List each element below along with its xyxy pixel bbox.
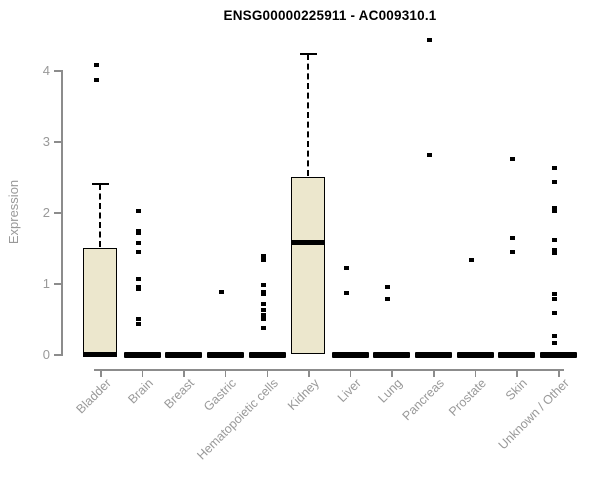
outlier-point-brain [135,249,141,254]
outlier-point-brain [135,286,141,291]
outlier-point-skin [510,157,516,162]
x-axis-tick [516,369,518,377]
x-axis-tick [558,369,560,377]
whisker-cap-kidney [300,53,318,56]
outlier-point-brain [135,231,141,236]
y-axis-tick [54,283,61,285]
outlier-point-skin [510,236,516,241]
y-axis-tick [54,141,61,143]
outlier-point-unknown-other [552,292,558,297]
outlier-point-skin [510,250,516,255]
y-axis-tick [54,354,61,356]
box-bladder [83,247,117,354]
zero-bar-lung [373,351,411,358]
y-tick-label: 2 [42,205,50,220]
outlier-point-hematopoietic-cells [260,307,266,312]
x-axis-tick [474,369,477,377]
outlier-point-brain [135,317,141,322]
zero-bar-pancreas [415,351,453,358]
outlier-point-brain [135,229,141,234]
zero-bar-unknown-other [540,351,578,358]
outlier-point-hematopoietic-cells [260,257,266,262]
y-tick-label: 0 [42,347,50,362]
outlier-point-unknown-other [552,333,558,338]
median-bladder [83,351,117,357]
x-axis-tick [224,369,227,377]
outlier-point-unknown-other [552,251,558,256]
outlier-point-liver [343,290,349,295]
outlier-point-lung [385,297,391,302]
zero-bar-hematopoietic-cells [248,351,286,358]
outlier-point-bladder [94,77,99,82]
x-axis-tick [349,369,352,377]
x-axis-tick [308,369,310,377]
outlier-point-hematopoietic-cells [260,283,266,288]
outlier-point-hematopoietic-cells [260,291,266,296]
outlier-point-unknown-other [552,238,558,243]
outlier-point-prostate [468,258,474,263]
x-axis-line [94,369,565,371]
outlier-point-pancreas [427,38,433,43]
outlier-point-brain [135,284,141,289]
x-axis-tick [183,369,185,377]
chart-title: ENSG00000225911 - AC009310.1 [223,8,437,23]
outlier-point-unknown-other [552,341,558,346]
outlier-point-unknown-other [552,296,558,301]
outlier-point-hematopoietic-cells [260,317,266,322]
outlier-point-lung [385,285,391,290]
outlier-point-brain [135,276,141,281]
outlier-point-hematopoietic-cells [260,254,266,259]
zero-bar-skin [498,351,536,358]
y-tick-label: 4 [42,63,50,78]
outlier-point-hematopoietic-cells [260,326,266,331]
whisker-bladder [99,183,101,248]
x-axis-tick [433,369,435,377]
outlier-point-brain [135,209,141,214]
x-axis-tick [100,369,102,377]
y-axis-tick [54,212,61,214]
zero-bar-breast [165,351,203,358]
zero-bar-prostate [456,351,494,358]
zero-bar-gastric [206,351,244,358]
outlier-point-unknown-other [552,180,558,185]
y-axis-line [61,70,63,356]
outlier-point-unknown-other [552,205,558,210]
whisker-kidney [307,54,310,177]
outlier-point-hematopoietic-cells [260,302,266,307]
whisker-cap-bladder [92,182,109,185]
outlier-point-brain [135,241,141,246]
x-axis-tick [391,369,393,377]
outlier-point-unknown-other [552,248,558,253]
box-kidney [291,176,326,354]
outlier-point-unknown-other [552,209,558,214]
outlier-point-bladder [94,63,99,68]
x-axis-tick [141,369,144,377]
outlier-point-unknown-other [552,165,558,170]
outlier-point-brain [135,322,141,327]
y-axis-title: Expression [6,179,21,245]
outlier-point-liver [343,266,349,271]
outlier-point-hematopoietic-cells [260,289,266,294]
x-axis-tick [266,369,269,377]
y-tick-label: 3 [42,134,50,149]
outlier-point-unknown-other [552,310,558,315]
median-kidney [291,240,326,246]
y-axis-tick [54,70,61,72]
y-tick-label: 1 [42,276,50,291]
zero-bar-liver [331,351,369,358]
zero-bar-brain [123,351,161,358]
outlier-point-hematopoietic-cells [260,312,266,317]
outlier-point-pancreas [427,153,433,158]
outlier-point-gastric [218,290,224,295]
